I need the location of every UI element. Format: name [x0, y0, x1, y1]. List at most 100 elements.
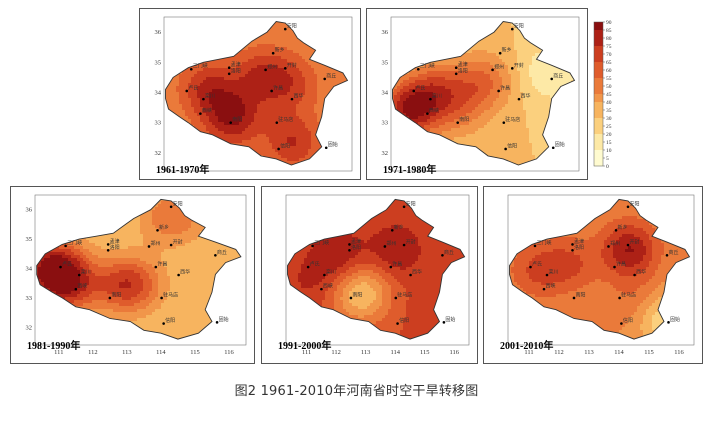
station-label: 南阳	[232, 116, 242, 123]
station-dot	[412, 89, 416, 93]
lon-tick-label: 111	[54, 349, 63, 356]
station-dot	[77, 273, 81, 277]
station-label: 洛阳	[458, 67, 468, 74]
station-label: 三门峡	[420, 63, 435, 70]
station-label: 南阳	[576, 291, 586, 298]
lon-tick-label: 114	[614, 349, 624, 356]
station-dot	[497, 89, 500, 93]
station-dot	[215, 321, 219, 324]
lat-tick-label: 32	[155, 150, 162, 157]
legend-tick-label: 40	[606, 100, 612, 106]
station-label: 开封	[514, 62, 524, 69]
lon-tick-label: 113	[584, 349, 594, 356]
station-dot	[416, 67, 420, 71]
station-label: 许昌	[500, 84, 510, 91]
station-dot	[348, 248, 351, 252]
station-dot	[529, 265, 532, 269]
legend-swatch	[594, 158, 603, 167]
legend-tick-label: 20	[606, 132, 612, 138]
station-dot	[271, 51, 275, 55]
station-label: 商丘	[669, 249, 679, 256]
lon-tick-label: 116	[674, 349, 684, 356]
station-label: 固始	[328, 141, 338, 148]
lat-tick-label: 34	[155, 89, 162, 96]
legend-swatch	[594, 22, 603, 31]
legend-swatch	[594, 118, 603, 127]
station-label: 卢氏	[310, 261, 320, 268]
station-dot	[275, 121, 279, 124]
station-label: 安阳	[514, 23, 524, 30]
station-dot	[177, 273, 180, 277]
station-dot	[264, 68, 267, 72]
station-dot	[409, 273, 412, 277]
station-label: 三门峡	[193, 63, 208, 70]
legend-swatch	[594, 46, 603, 55]
legend-tick-label: 60	[606, 68, 612, 74]
station-dot	[389, 265, 393, 269]
station-dot	[491, 68, 494, 72]
station-label: 开封	[287, 62, 297, 69]
station-label: 开封	[406, 239, 416, 246]
legend-swatch	[594, 54, 603, 63]
lat-tick-label: 34	[382, 89, 389, 96]
province-outline	[165, 21, 349, 166]
station-label: 孟津	[231, 61, 241, 68]
station-dot	[533, 244, 537, 248]
station-dot	[571, 243, 574, 246]
lon-tick-label: 115	[644, 349, 654, 356]
station-dot	[229, 121, 233, 124]
legend-tick-label: 90	[606, 20, 612, 26]
station-label: 三门峡	[537, 239, 552, 246]
station-label: 安阳	[406, 200, 416, 207]
map-panel: 111 112 113 114 115 116 安阳 新乡 郑州 开封 商丘 三门峡 卢氏 栾川 洛阳 孟津许…	[483, 186, 703, 364]
lon-tick-label: 111	[302, 349, 311, 356]
legend-tick-label: 70	[606, 52, 612, 58]
drought-field	[509, 199, 690, 340]
lon-tick-label: 113	[122, 349, 132, 356]
station-label: 新乡	[275, 47, 285, 54]
station-label: 商丘	[326, 72, 336, 79]
legend-tick-label: 50	[606, 84, 612, 90]
station-label: 许昌	[392, 261, 402, 268]
station-dot	[227, 66, 231, 70]
lat-tick-label: 32	[26, 324, 33, 331]
station-label: 信阳	[280, 142, 290, 149]
lat-tick-label: 33	[382, 120, 389, 127]
station-dot	[626, 243, 630, 247]
legend-tick-label: 30	[606, 116, 612, 122]
legend-swatch	[594, 78, 603, 87]
station-label: 驻马店	[163, 291, 178, 298]
station-dot	[106, 248, 110, 252]
station-label: 栾川	[432, 93, 442, 100]
station-dot	[456, 121, 460, 124]
station-label: 开封	[173, 239, 183, 246]
station-label: 信阳	[507, 142, 517, 149]
map-panel: 36 35 34 33 32 安阳 新乡 郑州 开封 商丘 三门峡 卢氏 栾川 洛阳 孟津 许昌 西华 驻马店 南阳…	[366, 8, 588, 180]
station-label: 郑州	[494, 63, 504, 70]
station-dot	[74, 287, 78, 291]
legend-swatch	[594, 102, 603, 111]
station-label: 南阳	[352, 291, 362, 298]
drought-field	[165, 21, 348, 165]
legend-tick-label: 35	[606, 108, 612, 114]
lat-tick-label: 32	[382, 150, 389, 157]
station-label: 驻马店	[505, 116, 520, 123]
station-label: 信阳	[399, 317, 409, 324]
station-dot	[454, 66, 458, 70]
legend-tick-label: 65	[606, 60, 612, 66]
station-dot	[626, 205, 630, 209]
station-label: 固始	[219, 316, 229, 323]
station-label: 三门峡	[314, 239, 329, 246]
station-label: 商丘	[444, 249, 454, 256]
lat-tick-label: 35	[155, 59, 162, 66]
station-dot	[426, 112, 429, 115]
station-dot	[510, 27, 514, 31]
station-dot	[498, 51, 502, 55]
station-label: 南阳	[459, 116, 469, 123]
station-label: 西华	[520, 93, 530, 100]
legend-tick-label: 25	[606, 124, 612, 130]
station-dot	[633, 273, 636, 277]
